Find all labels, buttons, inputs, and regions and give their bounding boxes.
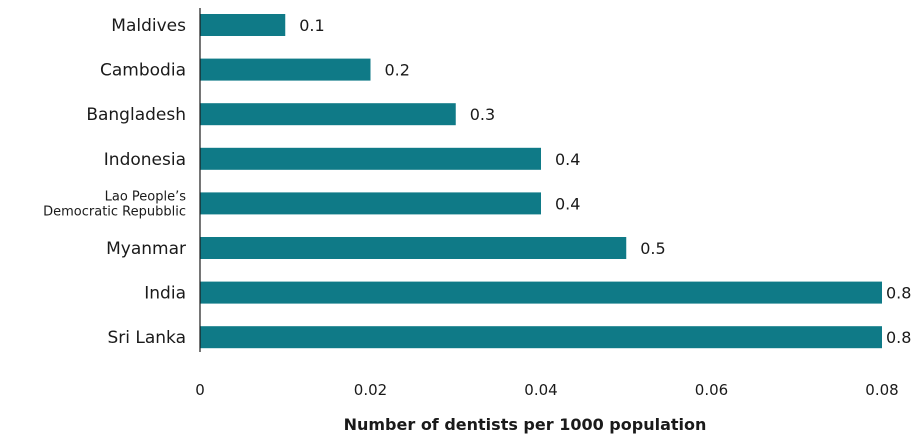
- x-tick-label: 0.06: [695, 381, 728, 399]
- data-label: 0.1: [299, 16, 324, 35]
- data-labels: 0.1 0.2 0.3 0.4 0.4 0.5 0.8 0.8: [299, 16, 911, 347]
- category-label: Lao People’s Democratic Repubblic: [43, 189, 186, 219]
- bar-5: [200, 237, 627, 259]
- category-labels: Maldives Cambodia Bangladesh Indonesia Lao P…: [43, 16, 186, 348]
- data-label: 0.5: [640, 239, 665, 258]
- bars-group: [200, 14, 882, 349]
- category-label: Bangladesh: [86, 105, 186, 125]
- category-label: Indonesia: [104, 150, 186, 170]
- x-tick-label: 0.02: [354, 381, 387, 399]
- bar-3: [200, 147, 541, 170]
- data-label: 0.4: [555, 150, 580, 169]
- x-tick-label: 0.04: [524, 381, 557, 399]
- bar-7: [200, 326, 882, 349]
- category-label: Cambodia: [100, 61, 186, 81]
- x-axis-ticks: 0 0.02 0.04 0.06 0.08: [195, 381, 898, 399]
- data-label: 0.8: [886, 328, 911, 347]
- bar-2: [200, 103, 456, 126]
- x-tick-label: 0: [195, 381, 205, 399]
- data-label: 0.4: [555, 194, 580, 213]
- bar-6: [200, 281, 882, 304]
- bar-0: [200, 14, 286, 36]
- category-label: Maldives: [111, 16, 186, 36]
- bar-1: [200, 58, 371, 81]
- category-label: Myanmar: [106, 239, 186, 259]
- category-label: India: [144, 284, 186, 304]
- x-tick-label: 0.08: [865, 381, 898, 399]
- data-label: 0.2: [385, 61, 410, 80]
- bar-4: [200, 192, 541, 215]
- data-label: 0.8: [886, 284, 911, 303]
- x-axis-title: Number of dentists per 1000 population: [344, 415, 707, 434]
- data-label: 0.3: [470, 105, 495, 124]
- category-label: Sri Lanka: [107, 328, 186, 348]
